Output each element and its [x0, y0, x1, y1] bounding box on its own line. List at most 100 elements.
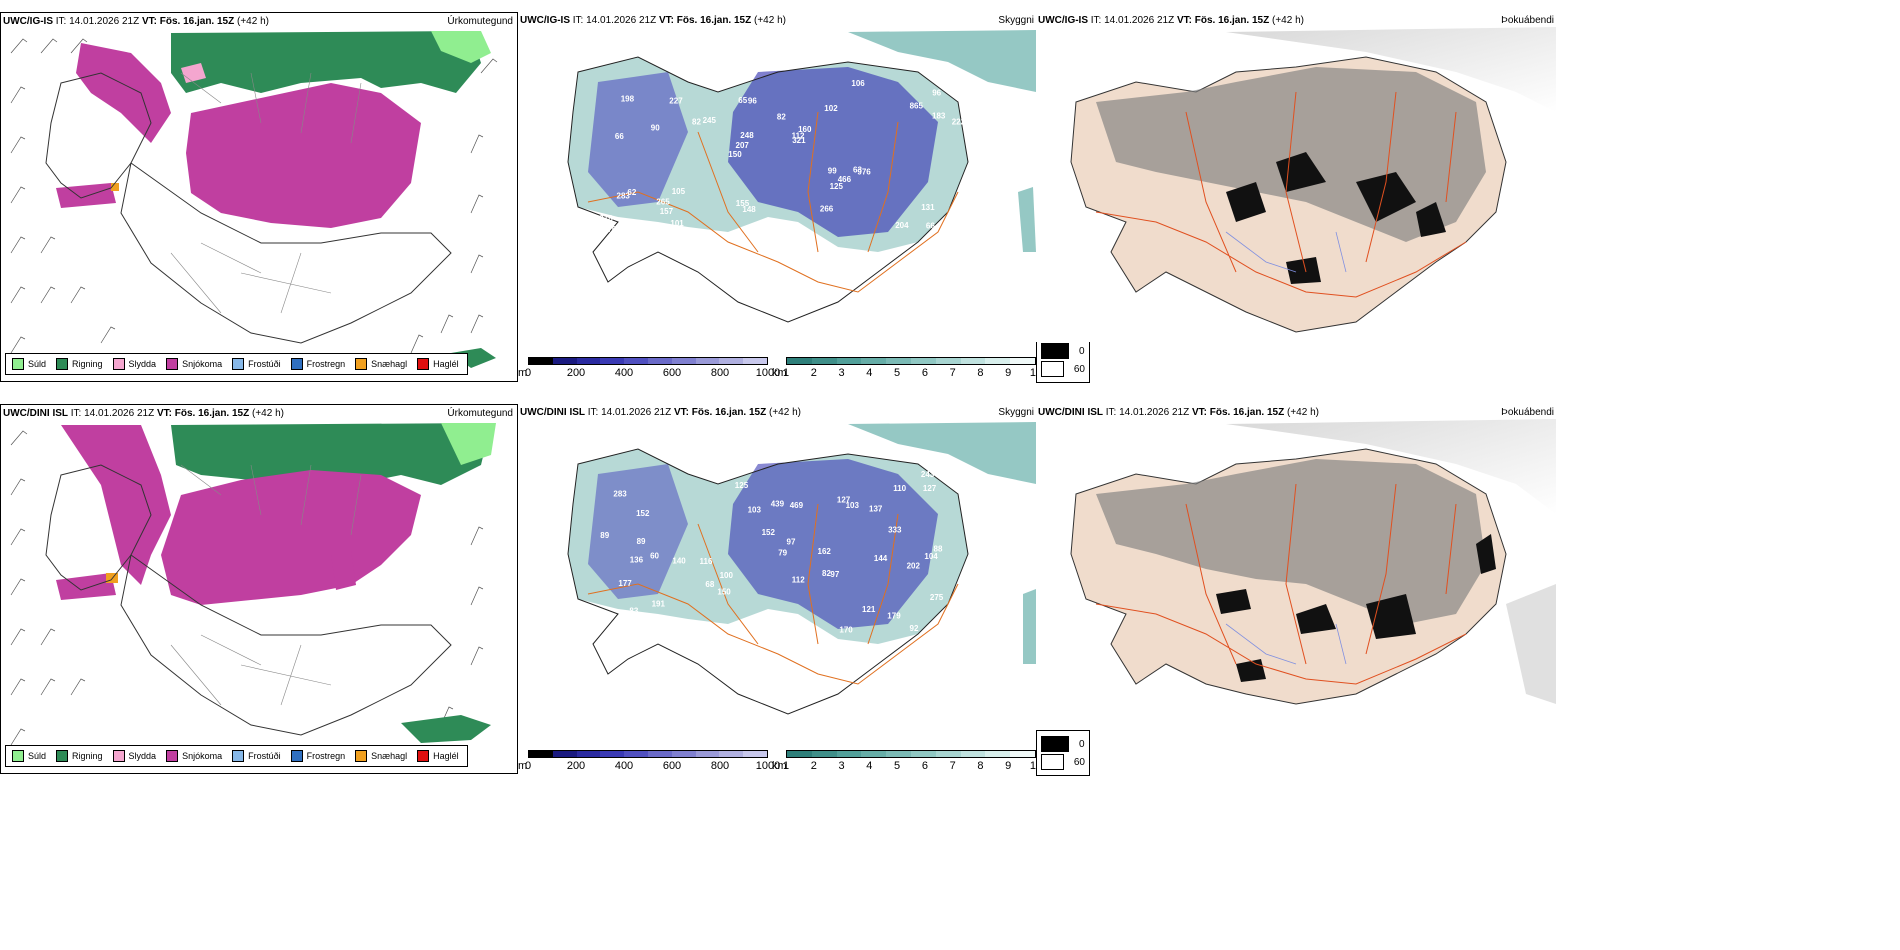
- ceiling-station-label: 131: [921, 203, 935, 212]
- legend-item-7: Haglél: [417, 358, 459, 370]
- ceiling-station-label: 121: [862, 605, 876, 614]
- ceiling-station-label: 137: [869, 504, 883, 513]
- ceiling-station-label: 204: [895, 221, 909, 230]
- fog-panel-bottom: UWC/DINI ISL IT: 14.01.2026 21Z VT: Fös.…: [1036, 404, 1556, 724]
- panel-name-fog: Þokuábendi: [1501, 15, 1554, 26]
- ceiling-station-label: 275: [930, 593, 944, 602]
- legend-swatch: [112, 358, 125, 370]
- ceiling-station-label: 102: [824, 104, 838, 113]
- panel-title: UWC/IG-IS IT: 14.01.2026 21Z VT: Fös. 16…: [3, 16, 269, 27]
- ceiling-station-label: 103: [748, 506, 762, 515]
- legend-label: Snjókoma: [182, 359, 223, 369]
- ceiling-station-label: 62: [627, 188, 636, 197]
- ceiling-station-label: 191: [652, 599, 666, 608]
- legend-label: Frostregn: [306, 359, 346, 369]
- visibility-unit: km: [772, 760, 787, 772]
- colorbar-step: [719, 358, 744, 364]
- ceiling-station-label: 103: [846, 501, 860, 510]
- ceiling-station-label: 148: [742, 205, 756, 214]
- fog-map-bottom: [1070, 419, 1556, 705]
- colorbar-tick: 1: [782, 760, 790, 772]
- ceiling-station-label: 222: [952, 118, 966, 127]
- ceiling-station-label: 321: [792, 136, 806, 145]
- ceiling-station-label: 245: [703, 116, 717, 125]
- legend-item-5: Frostregn: [290, 750, 346, 762]
- ceiling-station-label: 96: [748, 97, 757, 106]
- ceiling-station-label: 97: [830, 570, 839, 579]
- ceiling-station-label: 105: [672, 187, 686, 196]
- visibility-colorbar-bottom: km 12345678910: [772, 750, 1042, 772]
- panel-name-precip: Úrkomutegund: [447, 408, 513, 419]
- ceiling-station-label: 155: [736, 199, 750, 208]
- ceiling-station-label: 227: [669, 97, 683, 106]
- ceiling-station-label: 170: [603, 225, 617, 234]
- ceiling-station-label: 88: [934, 544, 943, 553]
- colorbar-step: [695, 358, 720, 364]
- legend-item-3: Snjókoma: [166, 750, 222, 762]
- colorbar-tick: 400: [614, 367, 634, 379]
- ceiling-station-label: 92: [910, 624, 919, 633]
- legend-label: Frostregn: [306, 751, 346, 761]
- colorbar-step: [960, 358, 986, 364]
- colorbar-step: [600, 751, 625, 757]
- panel-title: UWC/DINI ISL IT: 14.01.2026 21Z VT: Fös.…: [520, 407, 801, 418]
- ceiling-station-label: 104: [924, 552, 938, 561]
- ceiling-station-label: 177: [618, 579, 632, 588]
- ceiling-station-label: 439: [771, 500, 785, 509]
- legend-item-5: Frostregn: [290, 358, 346, 370]
- ceiling-station-label: 150: [728, 150, 742, 159]
- ceiling-station-label: 66: [615, 132, 624, 141]
- visibility-unit: km: [772, 367, 787, 379]
- colorbar-step: [552, 751, 577, 757]
- visibility-colorbar-swatches: [786, 357, 1036, 365]
- legend-label: Snæhagl: [371, 359, 408, 369]
- colorbar-step: [624, 751, 648, 757]
- ceiling-station-label: 97: [787, 538, 796, 547]
- legend-swatch: [12, 358, 24, 370]
- ceiling-station-label: 101: [670, 219, 684, 228]
- ceiling-station-label: 127: [837, 496, 851, 505]
- ceiling-station-label: 183: [932, 112, 946, 121]
- fog-panel-top: UWC/IG-IS IT: 14.01.2026 21Z VT: Fös. 16…: [1036, 12, 1556, 342]
- colorbar-tick: 4: [866, 367, 873, 379]
- colorbar-tick: 6: [921, 367, 928, 379]
- precip-legend: Súld Rigning Slydda Snjókoma Frostúði Frostre…: [5, 353, 468, 375]
- panel-title: UWC/DINI ISL IT: 14.01.2026 21Z VT: Fös.…: [1038, 407, 1319, 418]
- ceiling-station-label: 136: [630, 555, 644, 564]
- colorbar-tick: 600: [662, 367, 682, 379]
- ceiling-station-label: 265: [656, 198, 670, 207]
- colorbar-tick: 200: [566, 760, 586, 772]
- ceiling-station-label: 100: [720, 571, 734, 580]
- ceiling-station-label: 152: [762, 528, 776, 537]
- ceiling-colorbar-bottom: m 0 200 400 600 800 1000: [518, 750, 780, 772]
- ceiling-station-label: 333: [888, 525, 902, 534]
- ceiling-station-label: 283: [613, 490, 627, 499]
- legend-label: Súld: [28, 751, 47, 761]
- legend-swatch: [355, 750, 368, 762]
- ceiling-station-label: 162: [967, 127, 981, 136]
- legend-swatch: [12, 750, 24, 762]
- colorbar-step: [552, 358, 577, 364]
- ceiling-station-label: 66: [926, 221, 935, 230]
- legend-item-6: Snæhagl: [355, 358, 407, 370]
- legend-swatch: [232, 358, 245, 370]
- fog-legend-swatch: [1041, 754, 1064, 770]
- panel-title: UWC/IG-IS IT: 14.01.2026 21Z VT: Fös. 16…: [1038, 15, 1304, 26]
- legend-label: Rigning: [72, 359, 103, 369]
- legend-swatch: [290, 750, 303, 762]
- legend-swatch: [56, 358, 69, 370]
- precip-legend: Súld Rigning Slydda Snjókoma Frostúði Frostre…: [5, 745, 468, 767]
- ceiling-station-label: 73: [634, 224, 643, 233]
- ceiling-station-label: 82: [692, 117, 701, 126]
- colorbar-step: [935, 358, 961, 364]
- legend-label: Súld: [28, 359, 47, 369]
- ceiling-colorbar-top: m 0 200 400 600 800 1000: [518, 357, 780, 379]
- colorbar-tick: 800: [710, 760, 730, 772]
- colorbar-tick: 9: [1005, 367, 1012, 379]
- colorbar-step: [1010, 358, 1035, 364]
- colorbar-step: [695, 751, 720, 757]
- legend-label: Slydda: [128, 751, 157, 761]
- colorbar-tick: 1000: [755, 760, 781, 772]
- colorbar-step: [910, 751, 936, 757]
- panel-title: UWC/DINI ISL IT: 14.01.2026 21Z VT: Fös.…: [3, 408, 284, 419]
